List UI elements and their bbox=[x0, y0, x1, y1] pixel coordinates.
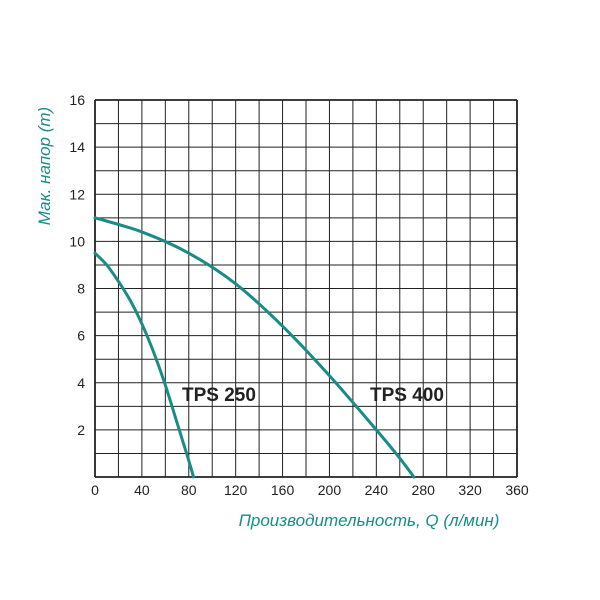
y-tick-label: 14 bbox=[69, 139, 85, 155]
series-curves bbox=[93, 216, 416, 479]
y-tick-label: 10 bbox=[69, 233, 85, 249]
y-axis-ticks: 2 4 6 8 10 12 14 16 bbox=[69, 92, 85, 438]
y-tick-label: 2 bbox=[77, 422, 85, 438]
x-axis-label: Производительность, Q (л/мин) bbox=[239, 511, 500, 530]
x-tick-label: 280 bbox=[412, 482, 436, 498]
y-tick-label: 8 bbox=[77, 281, 85, 297]
x-tick-label: 240 bbox=[365, 482, 389, 498]
x-axis-ticks: 0 40 80 120 160 200 240 280 320 360 bbox=[91, 482, 529, 498]
series-line-tps-400 bbox=[93, 216, 416, 479]
y-axis-label: Мак. напор (m) bbox=[35, 107, 54, 225]
chart-grid bbox=[94, 99, 518, 478]
y-tick-label: 4 bbox=[77, 375, 85, 391]
x-tick-label: 40 bbox=[134, 482, 150, 498]
x-tick-label: 80 bbox=[181, 482, 197, 498]
x-tick-label: 120 bbox=[224, 482, 248, 498]
series-label-tps-400: TPS 400 bbox=[370, 385, 444, 406]
series-label-tps-250: TPS 250 bbox=[182, 385, 256, 406]
x-tick-label: 0 bbox=[91, 482, 99, 498]
series-line-tps-250 bbox=[93, 251, 195, 479]
x-tick-label: 360 bbox=[505, 482, 529, 498]
y-tick-label: 12 bbox=[69, 186, 85, 202]
x-tick-label: 200 bbox=[318, 482, 342, 498]
y-tick-label: 6 bbox=[77, 328, 85, 344]
x-tick-label: 160 bbox=[271, 482, 295, 498]
x-tick-label: 320 bbox=[458, 482, 482, 498]
y-tick-label: 16 bbox=[69, 92, 85, 108]
